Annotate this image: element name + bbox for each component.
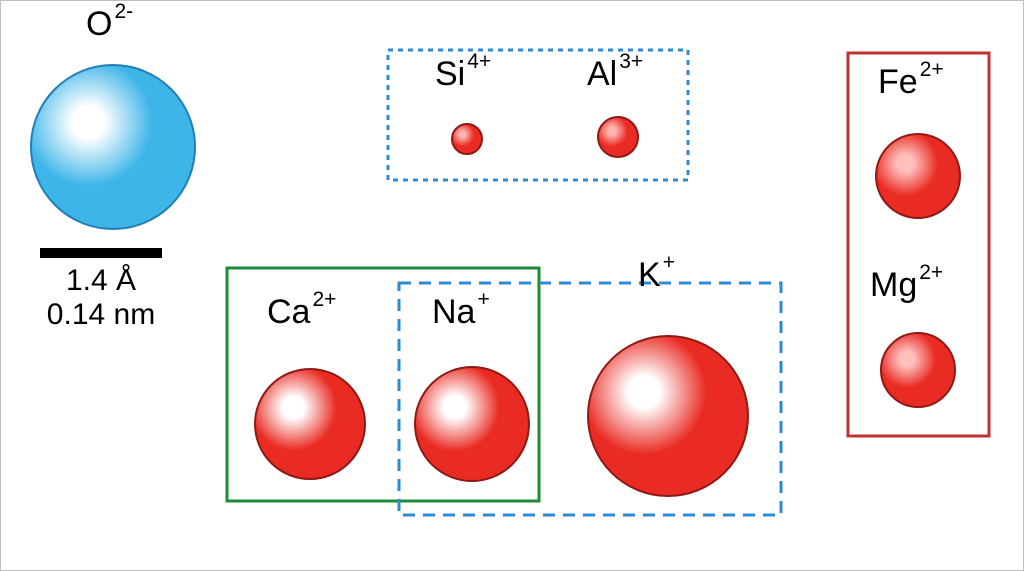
ion-si (452, 124, 482, 154)
ion-charge-si: 4+ (467, 50, 491, 73)
ion-charge-o: 2- (114, 0, 133, 23)
ion-fe (876, 134, 960, 218)
ion-charge-ca: 2+ (312, 288, 336, 311)
ionic-radii-diagram: O2-Si4+Al3+Ca2+Na+K+Fe2+Mg2+1.4 Å0.14 nm (0, 0, 1024, 571)
ion-o (31, 65, 195, 229)
ion-charge-fe: 2+ (920, 58, 944, 81)
ion-al (598, 117, 638, 157)
scale-bar (40, 248, 162, 258)
ion-ca (255, 369, 365, 479)
ion-charge-k: + (663, 251, 675, 274)
scale-label-0: 1.4 Å (66, 264, 136, 297)
ion-k (588, 336, 748, 496)
ion-na (415, 367, 529, 481)
scale-label-1: 0.14 nm (47, 298, 155, 331)
ion-charge-mg: 2+ (919, 261, 943, 284)
ion-mg (881, 333, 955, 407)
ion-charge-al: 3+ (619, 50, 643, 73)
ion-charge-na: + (477, 288, 489, 311)
